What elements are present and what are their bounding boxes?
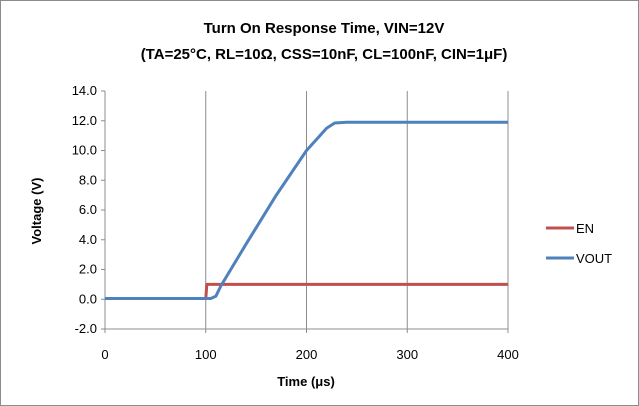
y-tick-label: -2.0 bbox=[75, 321, 97, 336]
x-tick-label: 100 bbox=[195, 347, 217, 362]
tick-labels: -2.0 0.0 2.0 4.0 6.0 8.0 10.0 12.0 14.0 0 100 200 30… bbox=[72, 83, 519, 362]
legend: EN VOUT bbox=[546, 221, 612, 266]
series-lines bbox=[105, 120, 508, 300]
grid-lines bbox=[205, 91, 509, 329]
legend-label-vout: VOUT bbox=[576, 251, 612, 266]
chart-title-line-2: (TA=25°C, RL=10Ω, CSS=10nF, CL=100nF, CI… bbox=[141, 46, 508, 63]
x-tick-label: 0 bbox=[101, 347, 108, 362]
series-line-vout bbox=[105, 120, 508, 300]
x-tick-label: 300 bbox=[396, 347, 418, 362]
axes bbox=[101, 90, 509, 333]
y-tick-label: 12.0 bbox=[72, 113, 97, 128]
x-tick-label: 200 bbox=[296, 347, 318, 362]
chart-title-line-1: Turn On Response Time, VIN=12V bbox=[204, 20, 445, 37]
legend-label-en: EN bbox=[576, 221, 594, 236]
x-axis-title: Time (μs) bbox=[277, 374, 335, 389]
y-tick-label: 8.0 bbox=[79, 172, 97, 187]
y-tick-label: 2.0 bbox=[79, 262, 97, 277]
y-tick-label: 0.0 bbox=[79, 291, 97, 306]
y-axis-title: Voltage (V) bbox=[29, 178, 44, 245]
y-tick-label: 4.0 bbox=[79, 232, 97, 247]
y-tick-label: 14.0 bbox=[72, 83, 97, 98]
y-tick-label: 10.0 bbox=[72, 143, 97, 158]
x-tick-label: 400 bbox=[497, 347, 519, 362]
y-tick-label: 6.0 bbox=[79, 202, 97, 217]
